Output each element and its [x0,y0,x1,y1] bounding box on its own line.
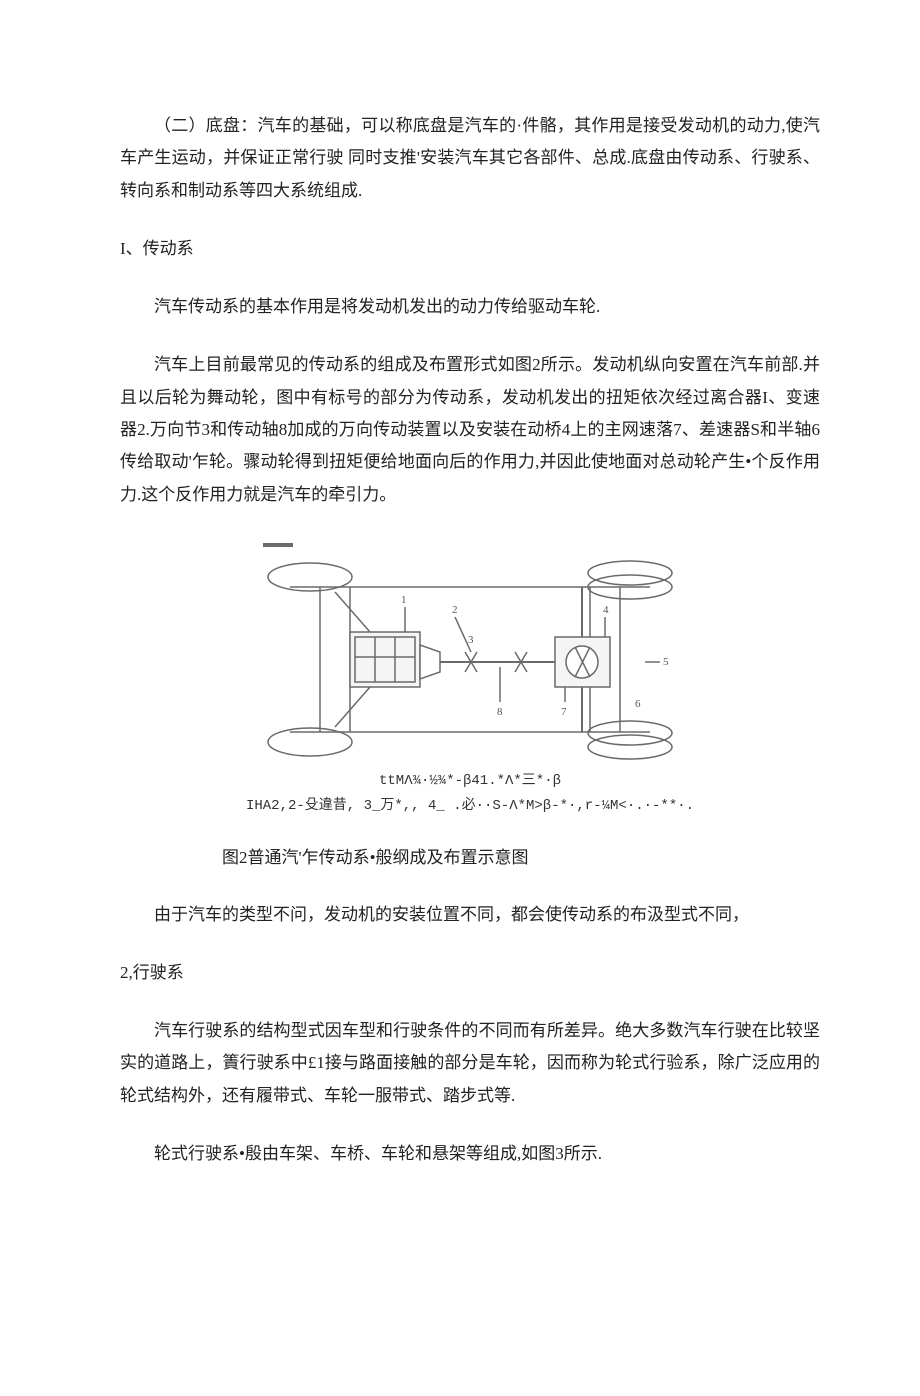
figure-2-container: 1 2 3 4 5 6 7 8 ttMΛ¾·½¾*-β41.*Λ*三*·β IH… [120,537,820,820]
intro-paragraph: （二）底盘：汽车的基础，可以称底盘是汽车的·件骼，其作用是接受发动机的动力,使汽… [120,110,820,207]
svg-text:4: 4 [603,604,609,616]
section-1-heading: I、传动系 [120,233,820,265]
section-1-paragraph-3: 由于汽车的类型不问，发动机的安装位置不同，都会使传动系的布汲型式不同， [120,899,820,931]
figure-2-diagram: 1 2 3 4 5 6 7 8 [255,537,685,767]
figure-2-garble-line-1: ttMΛ¾·½¾*-β41.*Λ*三*·β [246,771,694,792]
svg-text:3: 3 [468,634,474,646]
svg-text:2: 2 [452,604,458,616]
figure-2-caption: 图2普通汽'乍传动系•般纲成及布置示意图 [120,842,820,874]
svg-text:1: 1 [401,594,407,606]
svg-text:8: 8 [497,706,503,718]
svg-text:7: 7 [561,706,567,718]
section-2-heading: 2,行驶系 [120,957,820,989]
section-2-paragraph-1: 汽车行驶系的结构型式因车型和行驶条件的不同而有所差异。绝大多数汽车行驶在比较坚实… [120,1015,820,1112]
svg-text:6: 6 [635,698,641,710]
document-page: （二）底盘：汽车的基础，可以称底盘是汽车的·件骼，其作用是接受发动机的动力,使汽… [0,0,920,1396]
section-2-paragraph-2: 轮式行驶系•殷由车架、车桥、车轮和悬架等组成,如图3所示. [120,1138,820,1170]
svg-text:5: 5 [663,656,669,668]
section-1-paragraph-1: 汽车传动系的基本作用是将发动机发出的动力传给驱动车轮. [120,291,820,323]
section-1-paragraph-2: 汽车上目前最常见的传动系的组成及布置形式如图2所示。发动机纵向安置在汽车前部.并… [120,349,820,510]
figure-2-garble-line-2: IHA2,2-殳違昔, 3_万*,, 4_ .必··S-Λ*M>β-*·,r-¼… [246,796,694,817]
